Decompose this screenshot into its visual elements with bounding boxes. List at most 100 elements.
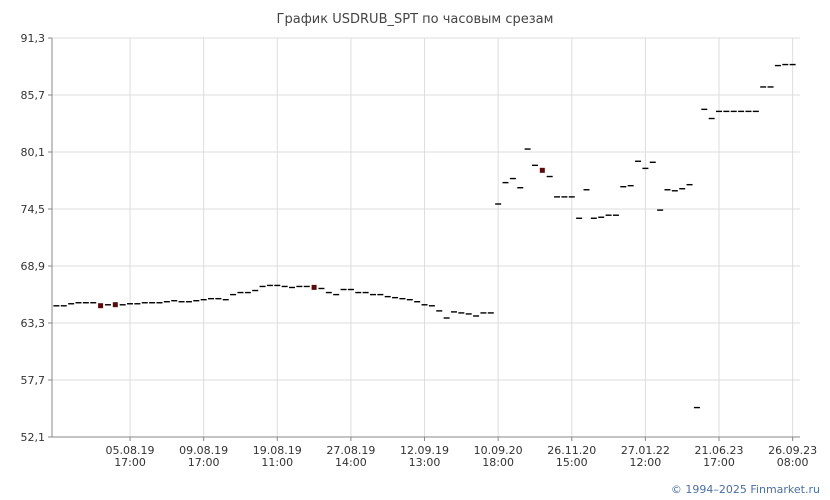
data-point [222,298,229,301]
data-point [200,298,207,301]
data-point [502,181,509,184]
data-point [568,196,575,198]
data-point [443,317,450,319]
data-point [458,312,465,314]
data-point [708,117,715,120]
data-point [399,297,406,300]
data-point [82,302,89,304]
data-point [738,110,745,113]
data-point [369,293,376,296]
x-tick-label-time: 17:00 [703,456,735,469]
data-point [141,302,148,304]
data-point [679,188,686,190]
data-point [745,110,752,113]
data-point [561,196,568,198]
data-point [244,291,251,294]
data-point [384,295,391,298]
data-point [193,300,200,302]
data-point [215,297,222,300]
x-tick-label-date: 26.11.20 [547,444,596,457]
chart-title: График USDRUB_SPT по часовым срезам [276,12,554,27]
data-point [252,289,259,292]
x-tick-label-time: 17:00 [188,456,220,469]
data-point [671,190,678,192]
data-point [318,287,325,290]
data-point [642,167,649,170]
x-tick-label-time: 17:00 [114,456,146,469]
data-point [281,285,288,288]
data-point [620,186,627,188]
data-point [104,304,111,306]
data-point [266,284,273,287]
data-point [760,86,767,88]
grid-lines [52,37,800,437]
data-point [495,203,502,205]
data-point [392,296,399,299]
data-point [664,189,671,191]
x-tick-label-date: 09.08.19 [179,444,228,457]
y-tick-label: 52,1 [21,431,46,444]
data-point [68,303,75,305]
data-point [237,291,244,294]
data-point [355,291,362,294]
data-point [274,284,281,287]
data-point [340,288,347,291]
y-tick-label: 74,5 [21,203,46,216]
data-point [414,301,421,303]
data-point [325,291,332,294]
data-point [289,286,296,289]
data-point [259,285,266,288]
data-point [605,214,612,216]
data-point [723,110,730,113]
y-tick-label: 68,9 [21,260,46,273]
data-point [450,311,457,313]
data-point [377,293,384,296]
data-point [701,108,708,111]
y-tick-label: 91,3 [21,32,46,45]
data-point [465,313,472,315]
x-tick-label-date: 26.09.23 [768,444,817,457]
data-point [612,214,619,216]
data-point [789,63,796,66]
x-tick-label-time: 18:00 [482,456,514,469]
data-point [303,285,310,288]
data-point [657,209,664,211]
data-point [627,184,634,187]
data-point [583,189,590,191]
data-point [112,302,118,308]
data-point [362,291,369,294]
data-point [428,305,435,307]
data-point [185,301,192,303]
y-tick-label: 57,7 [21,374,46,387]
data-point [119,304,126,306]
data-point [53,305,60,307]
data-points [53,63,796,409]
x-tick-label-date: 21.06.23 [695,444,744,457]
data-point [473,315,480,317]
data-point [686,183,693,186]
x-tick-label-date: 27.08.19 [326,444,375,457]
data-point [127,303,134,305]
data-point [487,312,494,314]
x-tick-label-time: 13:00 [409,456,441,469]
data-point [576,217,583,219]
data-point [406,298,413,301]
data-point [421,304,428,306]
y-tick-label: 63,3 [21,317,46,330]
x-tick-label-date: 05.08.19 [106,444,155,457]
data-point [134,303,141,305]
data-point [333,293,340,296]
data-point [156,302,163,304]
data-point [531,164,538,167]
data-point [60,305,67,307]
data-point [75,302,82,304]
x-tick-label-time: 14:00 [335,456,367,469]
x-tick-label-time: 15:00 [556,456,588,469]
data-point [171,300,178,302]
data-point [178,301,185,303]
copyright-link[interactable]: © 1994–2025 Finmarket.ru [670,483,820,496]
x-tick-label-date: 19.08.19 [253,444,302,457]
data-point [208,297,215,300]
x-tick-label-date: 27.01.22 [621,444,670,457]
